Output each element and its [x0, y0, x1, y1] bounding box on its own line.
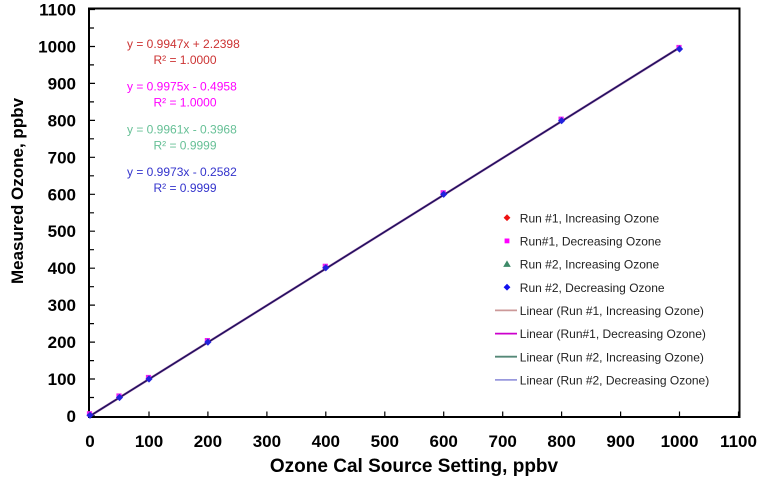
svg-text:600: 600 — [48, 185, 76, 204]
svg-text:1100: 1100 — [39, 1, 76, 20]
svg-text:Ozone Cal Source Setting, ppbv: Ozone Cal Source Setting, ppbv — [270, 456, 559, 477]
svg-text:y = 0.9973x - 0.2582: y = 0.9973x - 0.2582 — [127, 165, 237, 179]
svg-text:200: 200 — [48, 333, 76, 352]
svg-text:700: 700 — [489, 432, 517, 451]
svg-text:600: 600 — [430, 432, 458, 451]
svg-text:400: 400 — [48, 259, 76, 278]
svg-text:R² = 0.9999: R² = 0.9999 — [153, 138, 216, 152]
svg-text:300: 300 — [48, 296, 76, 315]
svg-text:Run #2, Decreasing Ozone: Run #2, Decreasing Ozone — [520, 281, 665, 295]
svg-text:R² = 1.0000: R² = 1.0000 — [153, 53, 216, 67]
svg-text:100: 100 — [135, 432, 163, 451]
svg-text:800: 800 — [48, 111, 76, 130]
svg-text:1000: 1000 — [38, 38, 76, 57]
svg-text:Linear (Run #2, Increasing Ozo: Linear (Run #2, Increasing Ozone) — [520, 350, 704, 364]
svg-text:Run #1, Increasing Ozone: Run #1, Increasing Ozone — [520, 211, 660, 225]
svg-text:0: 0 — [67, 407, 76, 426]
svg-text:100: 100 — [48, 370, 76, 389]
svg-text:y = 0.9975x - 0.4958: y = 0.9975x - 0.4958 — [127, 80, 237, 94]
svg-text:Linear (Run #1, Increasing Ozo: Linear (Run #1, Increasing Ozone) — [520, 304, 704, 318]
svg-text:Run#1, Decreasing Ozone: Run#1, Decreasing Ozone — [520, 235, 662, 249]
svg-text:R² = 0.9999: R² = 0.9999 — [153, 181, 216, 195]
svg-text:700: 700 — [48, 148, 76, 167]
svg-text:Measured Ozone, ppbv: Measured Ozone, ppbv — [8, 97, 27, 284]
svg-text:Linear (Run#1, Decreasing Ozon: Linear (Run#1, Decreasing Ozone) — [520, 327, 706, 341]
svg-text:Linear (Run #2, Decreasing Ozo: Linear (Run #2, Decreasing Ozone) — [520, 374, 709, 388]
svg-text:200: 200 — [194, 432, 222, 451]
svg-text:Run #2, Increasing Ozone: Run #2, Increasing Ozone — [520, 258, 660, 272]
svg-text:800: 800 — [547, 432, 575, 451]
svg-text:0: 0 — [85, 432, 94, 451]
svg-text:y = 0.9961x - 0.3968: y = 0.9961x - 0.3968 — [127, 122, 237, 136]
svg-text:1000: 1000 — [661, 432, 699, 451]
svg-text:900: 900 — [48, 74, 76, 93]
svg-text:1100: 1100 — [720, 432, 757, 451]
svg-text:900: 900 — [606, 432, 634, 451]
svg-text:R² = 1.0000: R² = 1.0000 — [153, 96, 216, 110]
svg-text:400: 400 — [312, 432, 340, 451]
svg-text:y = 0.9947x + 2.2398: y = 0.9947x + 2.2398 — [127, 37, 240, 51]
svg-text:500: 500 — [371, 432, 399, 451]
svg-text:300: 300 — [253, 432, 281, 451]
svg-text:500: 500 — [48, 222, 76, 241]
